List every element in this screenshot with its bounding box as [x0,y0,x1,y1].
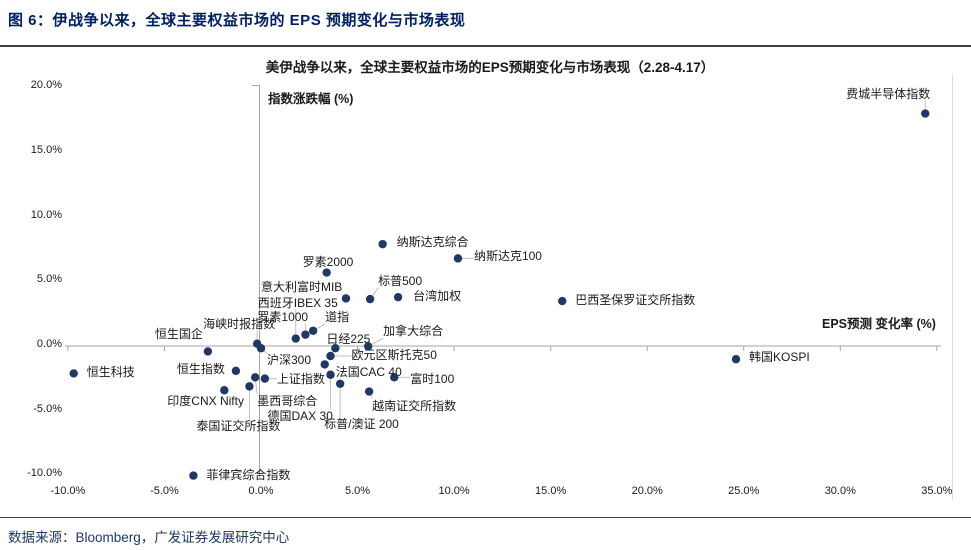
y-tick-label: 0.0% [36,338,62,350]
data-point-label: 巴西圣保罗证交所指数 [575,293,696,308]
data-point [320,360,329,369]
x-tick-label: 25.0% [728,485,760,497]
data-point-label: 印度CNX Nifty [167,394,244,409]
data-point [326,351,335,361]
x-tick-label: 20.0% [631,485,663,497]
y-axis-title: 指数涨跌幅 (%) [268,92,354,106]
data-point [390,373,399,382]
data-point-label: 标普/澳证 200 [324,416,399,431]
bottom-divider [0,517,971,518]
y-tick-label: 10.0% [30,208,62,221]
x-tick-label: 15.0% [535,485,567,497]
data-point [364,387,374,396]
data-point-label: 加拿大综合 [383,324,444,339]
data-point [256,344,266,353]
top-divider [0,45,971,47]
data-point [260,374,270,383]
data-point [453,254,463,263]
data-point-label: 西班牙IBEX 35 [257,295,338,310]
data-point [365,294,375,304]
data-point-label: 纳斯达克综合 [396,235,469,250]
data-point-label: 德国DAX 30 [267,408,333,423]
x-tick-label: 35.0% [921,485,953,497]
data-point-label: 海峡时报指数 [203,316,276,331]
data-point-label: 恒生国企 [154,327,203,342]
data-point-label: 纳斯达克100 [473,249,542,264]
data-point-label: 恒生科技 [86,365,135,380]
data-point-label: 欧元区斯托克50 [351,347,437,362]
data-point [393,292,403,302]
data-point [189,471,198,480]
y-tick-label: -10.0% [27,467,62,480]
x-tick-label: 30.0% [824,485,856,497]
data-point [731,355,741,364]
data-point [301,330,310,339]
data-point [308,326,318,335]
data-point-label: 罗素1000 [257,309,309,324]
data-point [326,370,335,379]
data-point [220,386,229,395]
y-tick-label: -5.0% [33,402,62,415]
data-point-label: 费城半导体指数 [846,86,931,101]
y-tick-label: 15.0% [30,144,62,157]
data-point [331,344,340,353]
data-point [335,379,345,388]
data-point-label: 罗素2000 [302,254,354,269]
x-tick-label: 5.0% [345,485,371,497]
data-point-label: 菲律宾综合指数 [206,467,291,482]
x-tick-label: -5.0% [150,485,179,497]
data-point [69,369,78,378]
data-point-label: 泰国证交所指数 [196,419,281,434]
data-point-label: 越南证交所指数 [372,398,457,413]
data-point [363,342,373,351]
x-tick-label: -10.0% [50,485,86,497]
chart-title: 美伊战争以来，全球主要权益市场的EPS预期变化与市场表现（2.28-4.17） [265,60,715,75]
data-point-label: 墨西哥综合 [257,394,318,409]
data-point [291,334,300,343]
data-source: 数据来源：Bloomberg，广发证券发展研究中心 [8,530,290,545]
data-point [231,366,241,376]
data-point [322,268,331,277]
figure-caption: 图 6：伊战争以来，全球主要权益市场的 EPS 预期变化与市场表现 [8,12,466,29]
data-point [245,382,254,391]
data-point-label: 恒生指数 [176,361,225,376]
data-point-label: 日经225 [326,332,371,347]
data-point-label: 韩国KOSPI [749,350,810,365]
data-point-label: 富时100 [410,372,455,387]
data-point-label: 法国CAC 40 [335,365,402,380]
data-point [378,239,387,249]
y-tick-label: 20.0% [30,79,62,92]
data-point-label: 标普500 [378,274,423,289]
x-axis-title: EPS预测 变化率 (%) [822,317,936,331]
data-point [558,296,567,306]
y-tick-label: 5.0% [36,273,62,286]
data-point [921,109,930,118]
x-tick-label: 10.0% [438,485,470,497]
data-point-label: 上证指数 [276,371,325,386]
data-point-label: 意大利富时MIB [260,280,343,295]
data-point-label: 沪深300 [267,353,312,368]
x-tick-label: 0.0% [248,485,274,497]
data-point-label: 道指 [325,309,350,324]
data-point [203,347,213,356]
data-point [251,373,260,382]
data-point-label: 台湾加权 [413,289,462,304]
data-point [341,294,351,303]
